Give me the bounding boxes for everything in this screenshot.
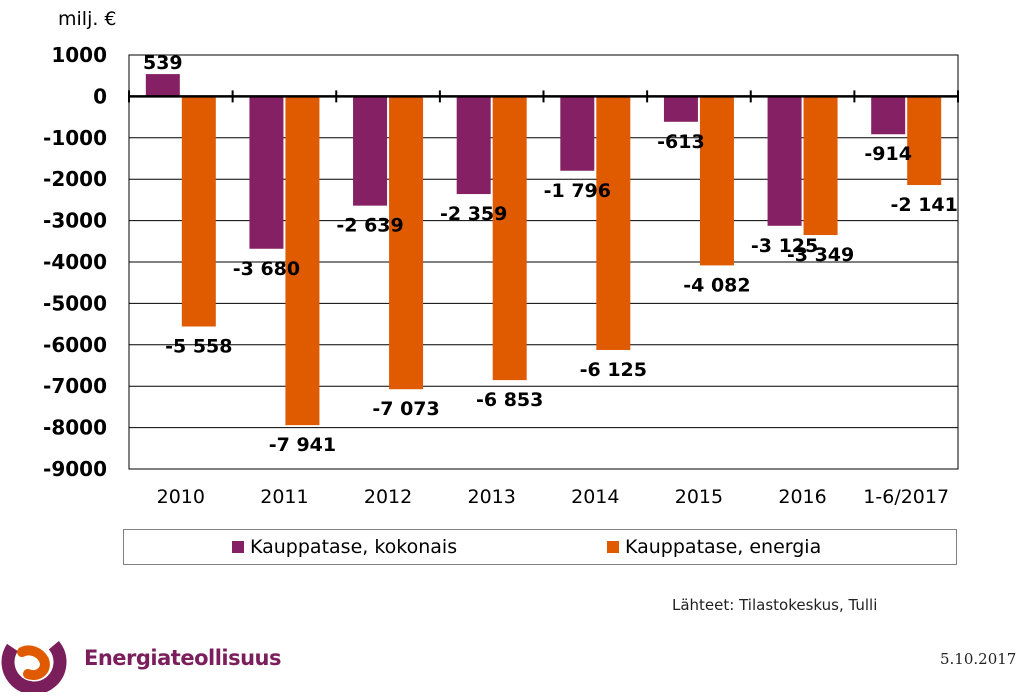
bar-kokonais (871, 96, 906, 135)
data-label: -3 125 (751, 235, 818, 257)
legend-label-energia: Kauppatase, energia (625, 536, 822, 558)
y-tick-label: -4000 (43, 250, 107, 274)
bar-chart: milj. € 1000 0 -1000 -2000 -3000 -4000 -5000 -6… (43, 8, 959, 508)
bar-energia (596, 96, 631, 350)
y-tick-label: 1000 (51, 43, 107, 67)
source-note: Lähteet: Tilastokeskus, Tulli (672, 596, 878, 614)
data-label: -3 680 (233, 258, 300, 280)
legend-swatch-kokonais (232, 541, 244, 553)
data-label: -1 796 (544, 180, 611, 202)
date-label: 5.10.2017 (940, 650, 1017, 668)
y-tick-label: -3000 (43, 209, 107, 233)
data-label: -613 (657, 131, 705, 153)
data-label: -7 073 (372, 398, 439, 420)
data-label: -6 853 (476, 389, 543, 411)
x-tick-label: 2012 (364, 486, 412, 508)
bar-energia (492, 96, 527, 381)
y-tick-label: -8000 (43, 416, 107, 440)
bar-kokonais (767, 96, 802, 226)
bar-kokonais (663, 96, 698, 122)
legend-label-kokonais: Kauppatase, kokonais (250, 536, 458, 558)
logo-mark-icon (1, 629, 67, 695)
x-tick-label: 2010 (157, 486, 205, 508)
x-tick-label: 2016 (778, 486, 826, 508)
bar-kokonais (560, 96, 595, 171)
data-label: -2 359 (440, 203, 507, 225)
y-tick-label: -1000 (43, 126, 107, 150)
x-tick-label: 2015 (675, 486, 723, 508)
data-label: 539 (143, 52, 183, 74)
bar-kokonais (249, 96, 284, 249)
y-tick-label: -9000 (43, 457, 107, 481)
bar-energia (181, 96, 216, 327)
legend-item-kokonais: Kauppatase, kokonais (232, 536, 457, 558)
y-tick-label: -6000 (43, 333, 107, 357)
logo-text: Energiateollisuus (84, 646, 282, 670)
x-tick-label: 2014 (571, 486, 619, 508)
bar-kokonais (353, 96, 388, 206)
x-tick-label: 1-6/2017 (863, 486, 949, 508)
bar-energia (285, 96, 320, 426)
y-tick-label: -2000 (43, 167, 107, 191)
bar-energia (699, 96, 734, 266)
data-label: -5 558 (165, 336, 232, 358)
unit-label: milj. € (58, 8, 117, 30)
energiateollisuus-logo: Energiateollisuus (0, 628, 282, 695)
data-label: -6 125 (580, 359, 647, 381)
y-tick-label: -7000 (43, 374, 107, 398)
data-label: -7 941 (269, 434, 336, 456)
y-tick-label: -5000 (43, 291, 107, 315)
bar-kokonais (456, 96, 491, 195)
data-label: -4 082 (683, 274, 750, 296)
x-tick-label: 2013 (468, 486, 516, 508)
legend-swatch-energia (607, 541, 619, 553)
bar-energia (907, 96, 942, 186)
bars (145, 74, 942, 426)
data-labels: 539 -5 558 -3 680 -7 941 -2 639 -7 073 -2 359 -… (143, 52, 958, 456)
data-label: -2 141 (890, 194, 957, 216)
legend: Kauppatase, kokonais Kauppatase, energia (123, 529, 957, 565)
data-label: -914 (864, 143, 912, 165)
data-label: -2 639 (336, 215, 403, 237)
bar-energia (389, 96, 424, 390)
bar-kokonais (145, 74, 180, 97)
x-tick-label: 2011 (260, 486, 308, 508)
bar-energia (803, 96, 838, 236)
legend-item-energia: Kauppatase, energia (607, 536, 821, 558)
y-tick-label: 0 (93, 84, 107, 108)
data-label: -3 349 (787, 244, 854, 266)
axes: 1000 0 -1000 -2000 -3000 -4000 -5000 -6000 -7000… (43, 43, 959, 508)
